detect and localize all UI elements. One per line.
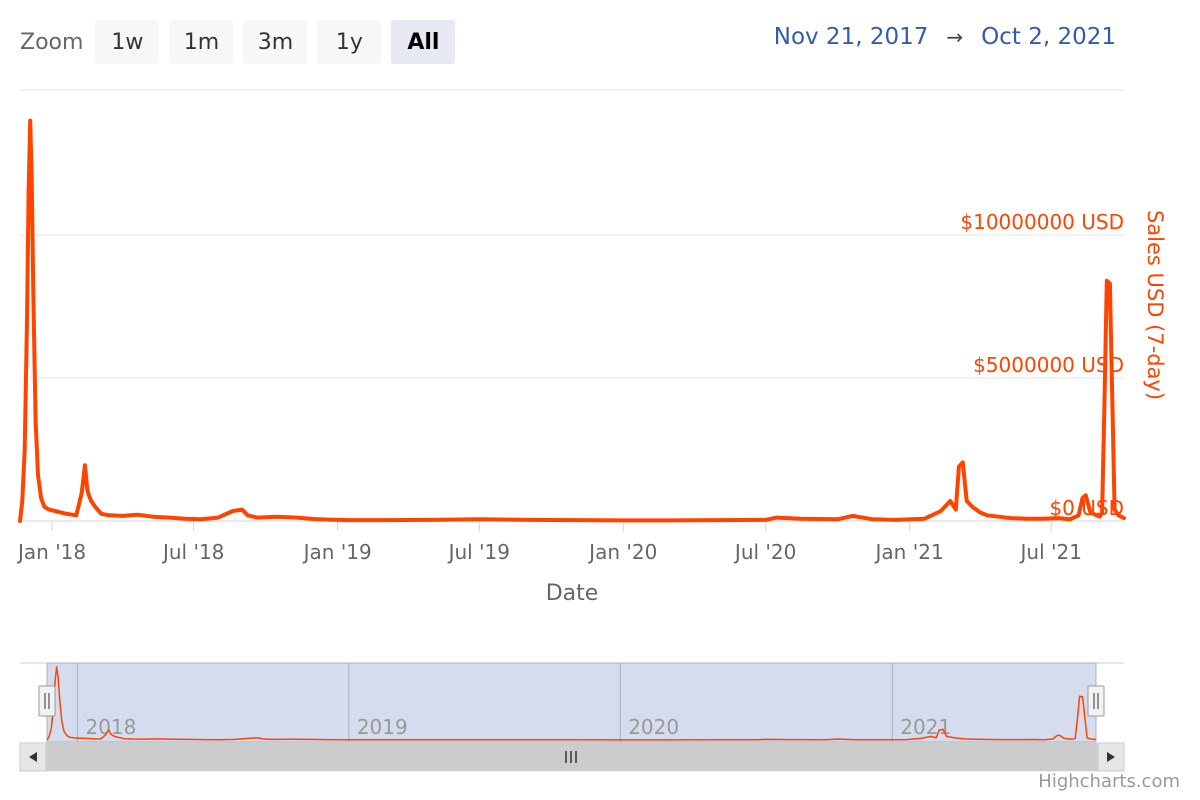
arrow-left-icon [29, 752, 37, 762]
navigator-year-label: 2020 [628, 715, 679, 739]
y-tick-label: $10000000 USD [960, 210, 1124, 234]
x-tick-label: Jul '21 [1019, 540, 1082, 564]
scrollbar-left-button[interactable] [19, 742, 47, 772]
range-to-date[interactable]: Oct 2, 2021 [981, 24, 1116, 50]
x-tick-label: Jan '18 [16, 540, 86, 564]
range-selector: Zoom 1w 1m 3m 1y All [20, 20, 465, 64]
zoom-1y-button[interactable]: 1y [317, 20, 382, 64]
x-tick-label: Jul '18 [161, 540, 224, 564]
navigator-series-line [46, 666, 1097, 741]
range-from-date[interactable]: Nov 21, 2017 [773, 24, 929, 50]
series-line[interactable] [18, 118, 1126, 523]
zoom-3m-button[interactable]: 3m [243, 20, 308, 64]
navigator-right-handle[interactable] [1087, 685, 1105, 717]
x-tick-label: Jul '19 [447, 540, 510, 564]
navigator-left-handle[interactable] [38, 685, 56, 717]
range-arrow: → [946, 25, 964, 49]
x-tick-label: Jul '20 [733, 540, 796, 564]
x-tick-label: Jan '20 [587, 540, 657, 564]
scrollbar-thumb[interactable] [46, 743, 1098, 771]
x-tick-label: Jan '19 [302, 540, 372, 564]
x-axis-title: Date [546, 581, 599, 606]
credits-link[interactable]: Highcharts.com [1038, 771, 1180, 792]
navigator-year-label: 2021 [900, 715, 951, 739]
navigator-year-label: 2018 [85, 715, 136, 739]
y-axis-title: Sales USD (7-day) [1143, 210, 1167, 400]
y-tick-label: $5000000 USD [973, 353, 1124, 377]
zoom-label: Zoom [20, 29, 84, 55]
arrow-right-icon [1107, 752, 1115, 762]
zoom-all-button[interactable]: All [391, 20, 456, 64]
navigator-year-label: 2019 [357, 715, 408, 739]
zoom-1w-button[interactable]: 1w [95, 20, 160, 64]
date-range: Nov 21, 2017 → Oct 2, 2021 [774, 24, 1116, 50]
x-tick-label: Jan '21 [874, 540, 944, 564]
zoom-1m-button[interactable]: 1m [169, 20, 234, 64]
